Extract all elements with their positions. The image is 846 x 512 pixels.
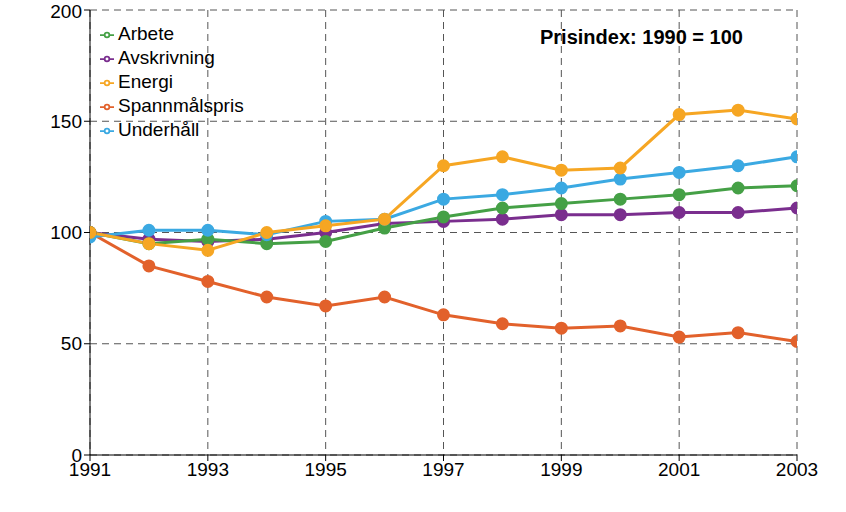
svg-text:100: 100 — [50, 222, 82, 243]
svg-text:200: 200 — [50, 1, 82, 22]
svg-text:1991: 1991 — [68, 459, 112, 481]
html-text:Spannmålspris: Spannmålspris — [118, 95, 244, 116]
html-text:Prisindex: 1990 = 100: Prisindex: 1990 = 100 — [540, 26, 743, 48]
svg-text:1993: 1993 — [187, 459, 229, 480]
svg-text:1995: 1995 — [305, 459, 347, 480]
svg-text:50: 50 — [61, 333, 82, 354]
html-text:Energi: Energi — [118, 71, 173, 92]
svg-text:150: 150 — [50, 111, 82, 132]
svg-text:1997: 1997 — [422, 459, 464, 480]
svg-text:2003: 2003 — [776, 459, 818, 480]
svg-text:2001: 2001 — [658, 459, 700, 480]
svg-text:0: 0 — [71, 445, 82, 466]
svg-text:1999: 1999 — [540, 459, 582, 480]
html-text:Underhåll: Underhåll — [118, 119, 200, 140]
html-text:Avskrivning: Avskrivning — [118, 47, 215, 68]
html-text:Arbete: Arbete — [118, 23, 174, 44]
